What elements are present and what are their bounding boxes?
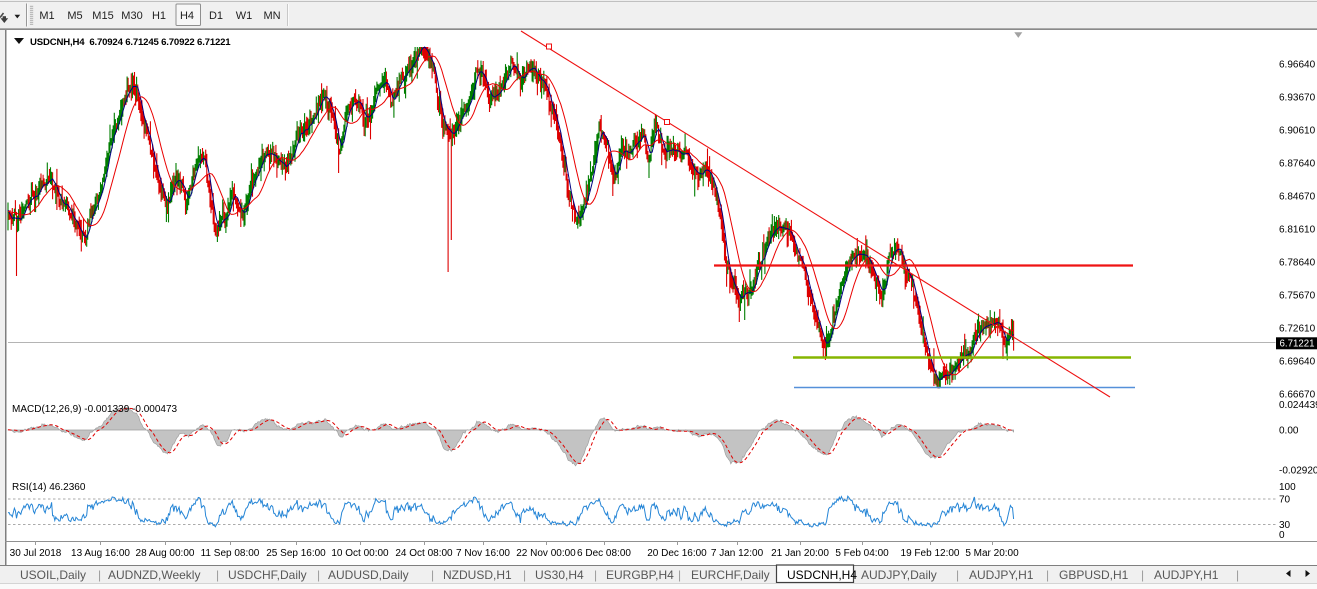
- svg-text:|: |: [1046, 568, 1049, 582]
- svg-text:NZDUSD,H1: NZDUSD,H1: [443, 568, 512, 582]
- svg-text:|: |: [1141, 568, 1144, 582]
- svg-text:-0.029207: -0.029207: [1279, 466, 1317, 477]
- svg-text:|: |: [678, 568, 681, 582]
- svg-text:RSI(14) 46.2360: RSI(14) 46.2360: [12, 482, 86, 493]
- svg-text:13 Aug 16:00: 13 Aug 16:00: [71, 548, 130, 559]
- svg-text:EURGBP,H4: EURGBP,H4: [606, 568, 674, 582]
- svg-text:6.71221: 6.71221: [1280, 339, 1315, 350]
- svg-text:W1: W1: [236, 10, 253, 22]
- svg-text:11 Sep 08:00: 11 Sep 08:00: [201, 548, 260, 559]
- svg-text:|: |: [216, 568, 219, 582]
- svg-text:|: |: [98, 568, 101, 582]
- svg-text:21 Jan 20:00: 21 Jan 20:00: [771, 548, 829, 559]
- svg-text:0.00: 0.00: [1279, 426, 1299, 437]
- svg-text:MACD(12,26,9) -0.001339 -0.000: MACD(12,26,9) -0.001339 -0.000473: [12, 404, 178, 415]
- svg-text:AUDUSD,Daily: AUDUSD,Daily: [328, 568, 409, 582]
- svg-text:USDCHF,Daily: USDCHF,Daily: [228, 568, 307, 582]
- svg-text:30: 30: [1279, 520, 1291, 531]
- svg-text:M1: M1: [39, 10, 54, 22]
- svg-text:5 Mar 20:00: 5 Mar 20:00: [965, 548, 1019, 559]
- svg-text:22 Nov 00:00: 22 Nov 00:00: [516, 548, 576, 559]
- svg-text:6.93670: 6.93670: [1279, 93, 1316, 104]
- svg-text:|: |: [594, 568, 597, 582]
- svg-text:AUDJPY,Daily: AUDJPY,Daily: [861, 568, 937, 582]
- svg-text:M15: M15: [92, 10, 113, 22]
- svg-text:20 Dec 16:00: 20 Dec 16:00: [647, 548, 707, 559]
- svg-text:AUDNZD,Weekly: AUDNZD,Weekly: [108, 568, 200, 582]
- svg-text:|: |: [1236, 568, 1239, 582]
- svg-text:|: |: [956, 568, 959, 582]
- svg-text:6.78640: 6.78640: [1279, 258, 1316, 269]
- svg-text:100: 100: [1279, 482, 1296, 493]
- svg-text:6.84670: 6.84670: [1279, 192, 1316, 203]
- svg-text:USDCNH,H4 6.70924 6.71245 6.7: USDCNH,H4 6.70924 6.71245 6.70922 6.7122…: [30, 37, 231, 48]
- svg-text:24 Oct 08:00: 24 Oct 08:00: [395, 548, 453, 559]
- svg-text:AUDJPY,H1: AUDJPY,H1: [969, 568, 1034, 582]
- svg-text:EURCHF,Daily: EURCHF,Daily: [691, 568, 770, 582]
- svg-text:|: |: [317, 568, 320, 582]
- svg-text:MN: MN: [263, 10, 280, 22]
- svg-text:6.81610: 6.81610: [1279, 225, 1316, 236]
- svg-text:6.72610: 6.72610: [1279, 324, 1316, 335]
- svg-text:6.90610: 6.90610: [1279, 126, 1316, 137]
- svg-text:0: 0: [1279, 530, 1285, 541]
- svg-text:M30: M30: [121, 10, 142, 22]
- svg-text:D1: D1: [209, 10, 223, 22]
- svg-text:USOIL,Daily: USOIL,Daily: [20, 568, 86, 582]
- svg-text:H1: H1: [152, 10, 166, 22]
- svg-text:US30,H4: US30,H4: [535, 568, 584, 582]
- svg-text:6.96640: 6.96640: [1279, 60, 1316, 71]
- svg-text:AUDJPY,H1: AUDJPY,H1: [1154, 568, 1219, 582]
- svg-text:6 Dec 08:00: 6 Dec 08:00: [577, 548, 631, 559]
- svg-text:GBPUSD,H1: GBPUSD,H1: [1059, 568, 1129, 582]
- svg-text:70: 70: [1279, 495, 1291, 506]
- svg-text:28 Aug 00:00: 28 Aug 00:00: [136, 548, 195, 559]
- svg-text:6.87640: 6.87640: [1279, 159, 1316, 170]
- svg-text:7 Jan 12:00: 7 Jan 12:00: [711, 548, 764, 559]
- svg-text:6.75670: 6.75670: [1279, 291, 1316, 302]
- svg-text:M5: M5: [67, 10, 82, 22]
- svg-text:0.024439: 0.024439: [1279, 400, 1317, 411]
- svg-text:30 Jul 2018: 30 Jul 2018: [10, 548, 62, 559]
- svg-text:5 Feb 04:00: 5 Feb 04:00: [835, 548, 889, 559]
- svg-text:|: |: [523, 568, 526, 582]
- svg-text:USDCNH,H4: USDCNH,H4: [787, 568, 857, 582]
- svg-text:10 Oct 00:00: 10 Oct 00:00: [331, 548, 389, 559]
- svg-text:19 Feb 12:00: 19 Feb 12:00: [901, 548, 960, 559]
- svg-text:7 Nov 16:00: 7 Nov 16:00: [456, 548, 510, 559]
- svg-text:25 Sep 16:00: 25 Sep 16:00: [266, 548, 326, 559]
- svg-text:6.66670: 6.66670: [1279, 390, 1316, 401]
- svg-text:H4: H4: [180, 10, 194, 22]
- svg-text:6.69640: 6.69640: [1279, 357, 1316, 368]
- svg-text:|: |: [431, 568, 434, 582]
